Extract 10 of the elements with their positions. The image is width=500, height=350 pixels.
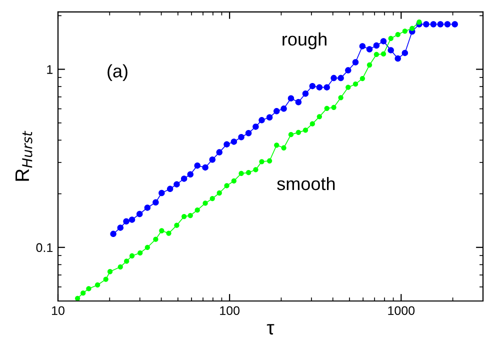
series-label: rough (282, 32, 326, 50)
x-axis-title: τ (266, 324, 274, 335)
y-tick-label: 0.1 (36, 243, 53, 252)
series-label: smooth (277, 176, 335, 190)
x-tick-label: 1000 (388, 306, 415, 316)
annotation: (a) (108, 64, 128, 82)
x-tick-label: 10 (52, 306, 64, 316)
y-tick-label: 1 (47, 65, 53, 74)
x-tick-label: 100 (220, 306, 240, 316)
y-axis-title: R$_{Hurst}$ (16, 130, 32, 181)
